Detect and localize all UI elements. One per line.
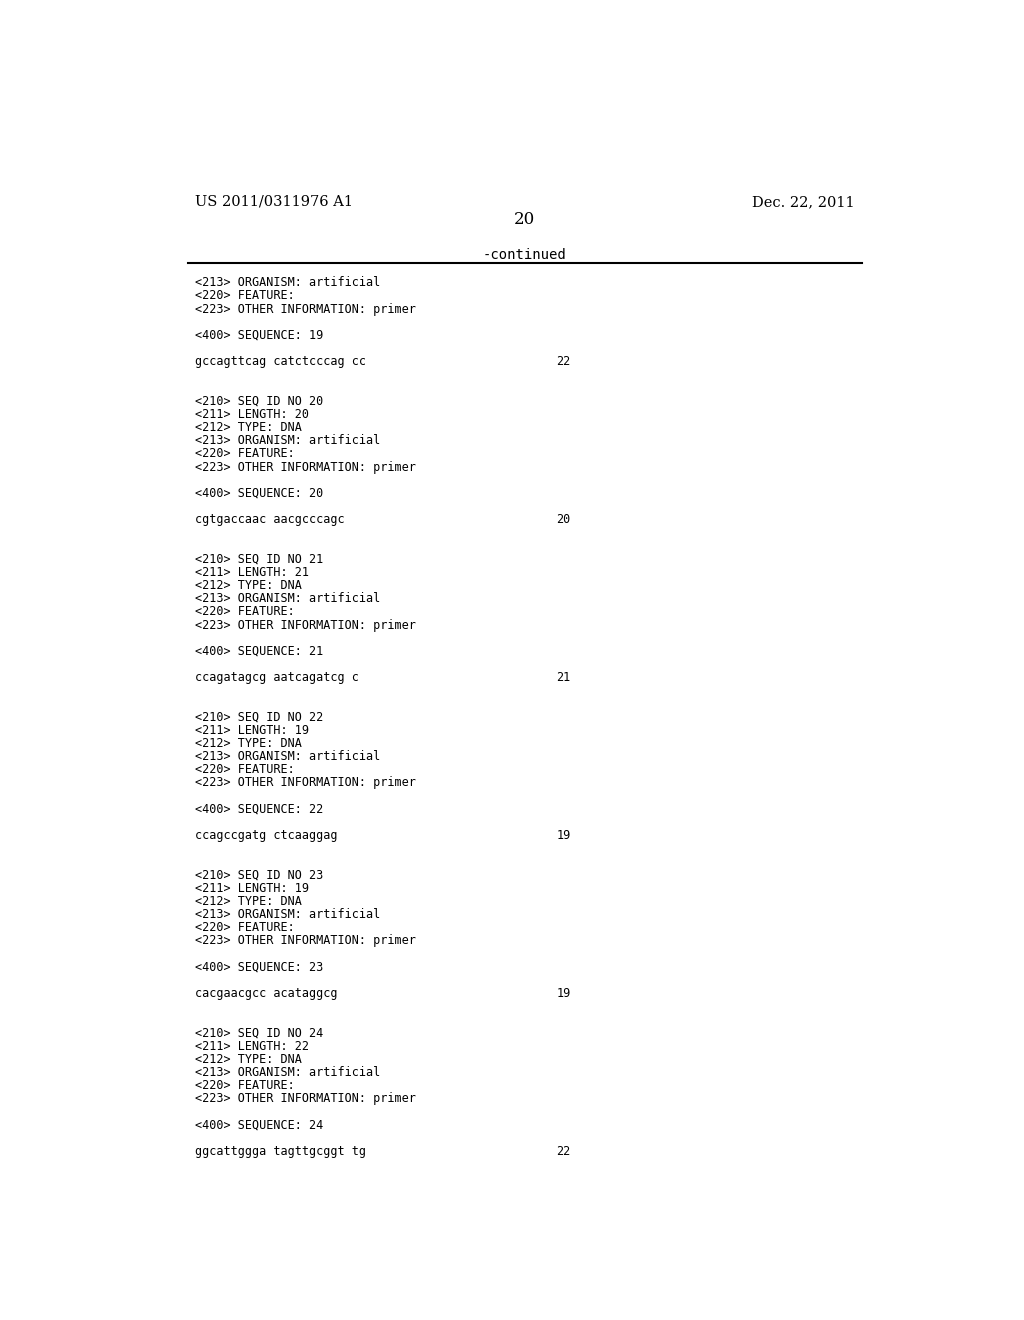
Text: <211> LENGTH: 20: <211> LENGTH: 20	[196, 408, 309, 421]
Text: <213> ORGANISM: artificial: <213> ORGANISM: artificial	[196, 434, 381, 447]
Text: <223> OTHER INFORMATION: primer: <223> OTHER INFORMATION: primer	[196, 935, 417, 948]
Text: <213> ORGANISM: artificial: <213> ORGANISM: artificial	[196, 276, 381, 289]
Text: <223> OTHER INFORMATION: primer: <223> OTHER INFORMATION: primer	[196, 461, 417, 474]
Text: 20: 20	[514, 211, 536, 228]
Text: <210> SEQ ID NO 24: <210> SEQ ID NO 24	[196, 1027, 324, 1040]
Text: <400> SEQUENCE: 24: <400> SEQUENCE: 24	[196, 1118, 324, 1131]
Text: <220> FEATURE:: <220> FEATURE:	[196, 447, 295, 461]
Text: gccagttcag catctcccag cc: gccagttcag catctcccag cc	[196, 355, 367, 368]
Text: <223> OTHER INFORMATION: primer: <223> OTHER INFORMATION: primer	[196, 619, 417, 631]
Text: <211> LENGTH: 19: <211> LENGTH: 19	[196, 882, 309, 895]
Text: <400> SEQUENCE: 22: <400> SEQUENCE: 22	[196, 803, 324, 816]
Text: <400> SEQUENCE: 21: <400> SEQUENCE: 21	[196, 645, 324, 657]
Text: <211> LENGTH: 22: <211> LENGTH: 22	[196, 1040, 309, 1053]
Text: ccagatagcg aatcagatcg c: ccagatagcg aatcagatcg c	[196, 671, 359, 684]
Text: <210> SEQ ID NO 23: <210> SEQ ID NO 23	[196, 869, 324, 882]
Text: <223> OTHER INFORMATION: primer: <223> OTHER INFORMATION: primer	[196, 776, 417, 789]
Text: cgtgaccaac aacgcccagc: cgtgaccaac aacgcccagc	[196, 513, 345, 527]
Text: <213> ORGANISM: artificial: <213> ORGANISM: artificial	[196, 1067, 381, 1078]
Text: <220> FEATURE:: <220> FEATURE:	[196, 763, 295, 776]
Text: <400> SEQUENCE: 20: <400> SEQUENCE: 20	[196, 487, 324, 500]
Text: <220> FEATURE:: <220> FEATURE:	[196, 606, 295, 618]
Text: <400> SEQUENCE: 19: <400> SEQUENCE: 19	[196, 329, 324, 342]
Text: 22: 22	[557, 355, 570, 368]
Text: <213> ORGANISM: artificial: <213> ORGANISM: artificial	[196, 593, 381, 605]
Text: ggcattggga tagttgcggt tg: ggcattggga tagttgcggt tg	[196, 1144, 367, 1158]
Text: <210> SEQ ID NO 22: <210> SEQ ID NO 22	[196, 710, 324, 723]
Text: cacgaacgcc acataggcg: cacgaacgcc acataggcg	[196, 987, 338, 1001]
Text: <212> TYPE: DNA: <212> TYPE: DNA	[196, 737, 302, 750]
Text: <210> SEQ ID NO 20: <210> SEQ ID NO 20	[196, 395, 324, 408]
Text: <212> TYPE: DNA: <212> TYPE: DNA	[196, 421, 302, 434]
Text: <220> FEATURE:: <220> FEATURE:	[196, 1080, 295, 1092]
Text: ccagccgatg ctcaaggag: ccagccgatg ctcaaggag	[196, 829, 338, 842]
Text: US 2011/0311976 A1: US 2011/0311976 A1	[196, 195, 353, 209]
Text: <212> TYPE: DNA: <212> TYPE: DNA	[196, 895, 302, 908]
Text: <223> OTHER INFORMATION: primer: <223> OTHER INFORMATION: primer	[196, 302, 417, 315]
Text: 20: 20	[557, 513, 570, 527]
Text: <212> TYPE: DNA: <212> TYPE: DNA	[196, 579, 302, 593]
Text: 22: 22	[557, 1144, 570, 1158]
Text: -continued: -continued	[483, 248, 566, 261]
Text: <220> FEATURE:: <220> FEATURE:	[196, 921, 295, 935]
Text: <213> ORGANISM: artificial: <213> ORGANISM: artificial	[196, 750, 381, 763]
Text: <212> TYPE: DNA: <212> TYPE: DNA	[196, 1053, 302, 1065]
Text: <400> SEQUENCE: 23: <400> SEQUENCE: 23	[196, 961, 324, 974]
Text: <211> LENGTH: 19: <211> LENGTH: 19	[196, 723, 309, 737]
Text: <220> FEATURE:: <220> FEATURE:	[196, 289, 295, 302]
Text: <210> SEQ ID NO 21: <210> SEQ ID NO 21	[196, 553, 324, 566]
Text: 19: 19	[557, 829, 570, 842]
Text: <213> ORGANISM: artificial: <213> ORGANISM: artificial	[196, 908, 381, 921]
Text: Dec. 22, 2011: Dec. 22, 2011	[752, 195, 854, 209]
Text: 19: 19	[557, 987, 570, 1001]
Text: <211> LENGTH: 21: <211> LENGTH: 21	[196, 566, 309, 579]
Text: <223> OTHER INFORMATION: primer: <223> OTHER INFORMATION: primer	[196, 1093, 417, 1105]
Text: 21: 21	[557, 671, 570, 684]
